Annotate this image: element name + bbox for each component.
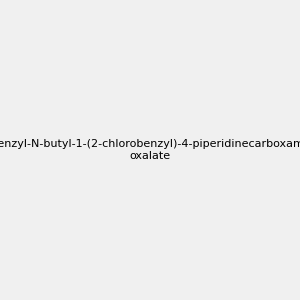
Text: N-benzyl-N-butyl-1-(2-chlorobenzyl)-4-piperidinecarboxamide oxalate: N-benzyl-N-butyl-1-(2-chlorobenzyl)-4-pi… <box>0 139 300 161</box>
